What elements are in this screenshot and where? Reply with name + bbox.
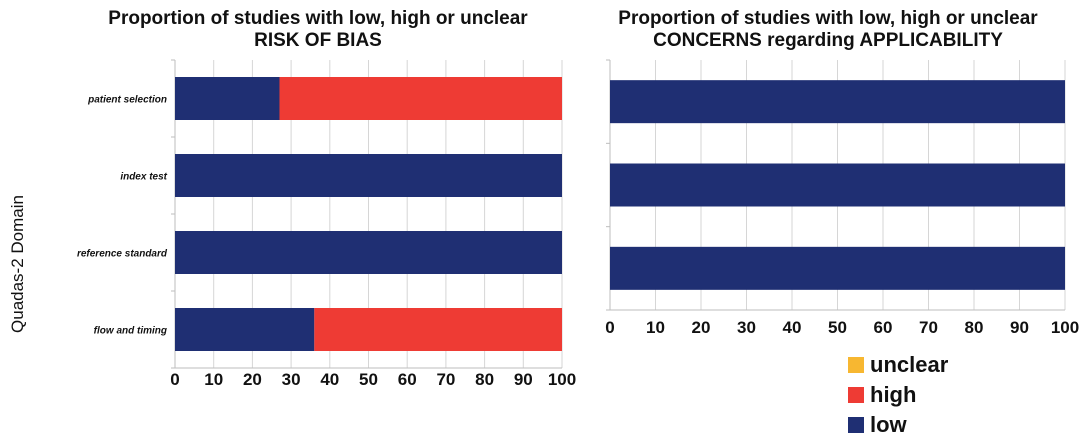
legend-item-low: low <box>848 410 948 440</box>
x-tick-label: 80 <box>965 318 984 337</box>
bar-low-index-test <box>175 154 562 197</box>
bar-low-patient-selection <box>610 80 1065 124</box>
chart-title-line1: Proportion of studies with low, high or … <box>108 8 528 29</box>
bar-low-flow-and-timing <box>175 308 315 351</box>
chart-subtitle: CONCERNS regarding APPLICABILITY <box>653 30 1003 51</box>
bar-low-index-test <box>610 163 1065 207</box>
legend-swatch-high <box>848 387 864 403</box>
x-tick-label: 80 <box>475 370 494 389</box>
x-tick-label: 0 <box>170 370 179 389</box>
bar-high-flow-and-timing <box>314 308 562 351</box>
x-tick-label: 0 <box>605 318 614 337</box>
x-tick-label: 70 <box>919 318 938 337</box>
x-tick-label: 10 <box>204 370 223 389</box>
x-tick-label: 50 <box>359 370 378 389</box>
category-label: reference standard <box>77 249 168 260</box>
x-tick-label: 20 <box>243 370 262 389</box>
bar-high-patient-selection <box>279 77 562 120</box>
x-tick-label: 40 <box>783 318 802 337</box>
x-tick-label: 60 <box>874 318 893 337</box>
x-tick-label: 50 <box>828 318 847 337</box>
bar-low-reference-standard <box>610 246 1065 290</box>
x-tick-label: 90 <box>1010 318 1029 337</box>
legend-label-unclear: unclear <box>870 352 949 377</box>
x-tick-label: 100 <box>548 370 576 389</box>
x-tick-label: 40 <box>320 370 339 389</box>
x-tick-label: 60 <box>398 370 417 389</box>
x-tick-label: 20 <box>692 318 711 337</box>
legend-label-high: high <box>870 382 917 407</box>
bar-low-reference-standard <box>175 231 562 274</box>
x-tick-label: 70 <box>436 370 455 389</box>
legend-item-unclear: unclear <box>848 350 948 380</box>
chart-applicability: 0 10 20 30 40 50 60 70 80 90 100 <box>605 59 1079 337</box>
legend-swatch-low <box>848 417 864 433</box>
legend-label-low: low <box>870 412 907 437</box>
x-tick-label: 90 <box>514 370 533 389</box>
category-label: flow and timing <box>94 326 167 337</box>
chart-title-risk-of-bias: Proportion of studies with low, high or … <box>58 8 578 52</box>
category-label: patient selection <box>87 95 167 106</box>
x-tick-label: 10 <box>646 318 665 337</box>
chart-title-line1: Proportion of studies with low, high or … <box>618 8 1038 29</box>
legend-item-high: high <box>848 380 948 410</box>
chart-subtitle: RISK OF BIAS <box>254 30 382 51</box>
x-tick-label: 30 <box>737 318 756 337</box>
legend-swatch-unclear <box>848 357 864 373</box>
x-tick-label: 100 <box>1051 318 1079 337</box>
chart-risk-of-bias: patient selection index test reference sta… <box>77 59 576 389</box>
category-label: index test <box>120 172 167 183</box>
bar-low-patient-selection <box>175 77 280 120</box>
chart-title-applicability: Proportion of studies with low, high or … <box>568 8 1088 52</box>
x-tick-label: 30 <box>282 370 301 389</box>
legend: unclear high low <box>848 350 948 440</box>
